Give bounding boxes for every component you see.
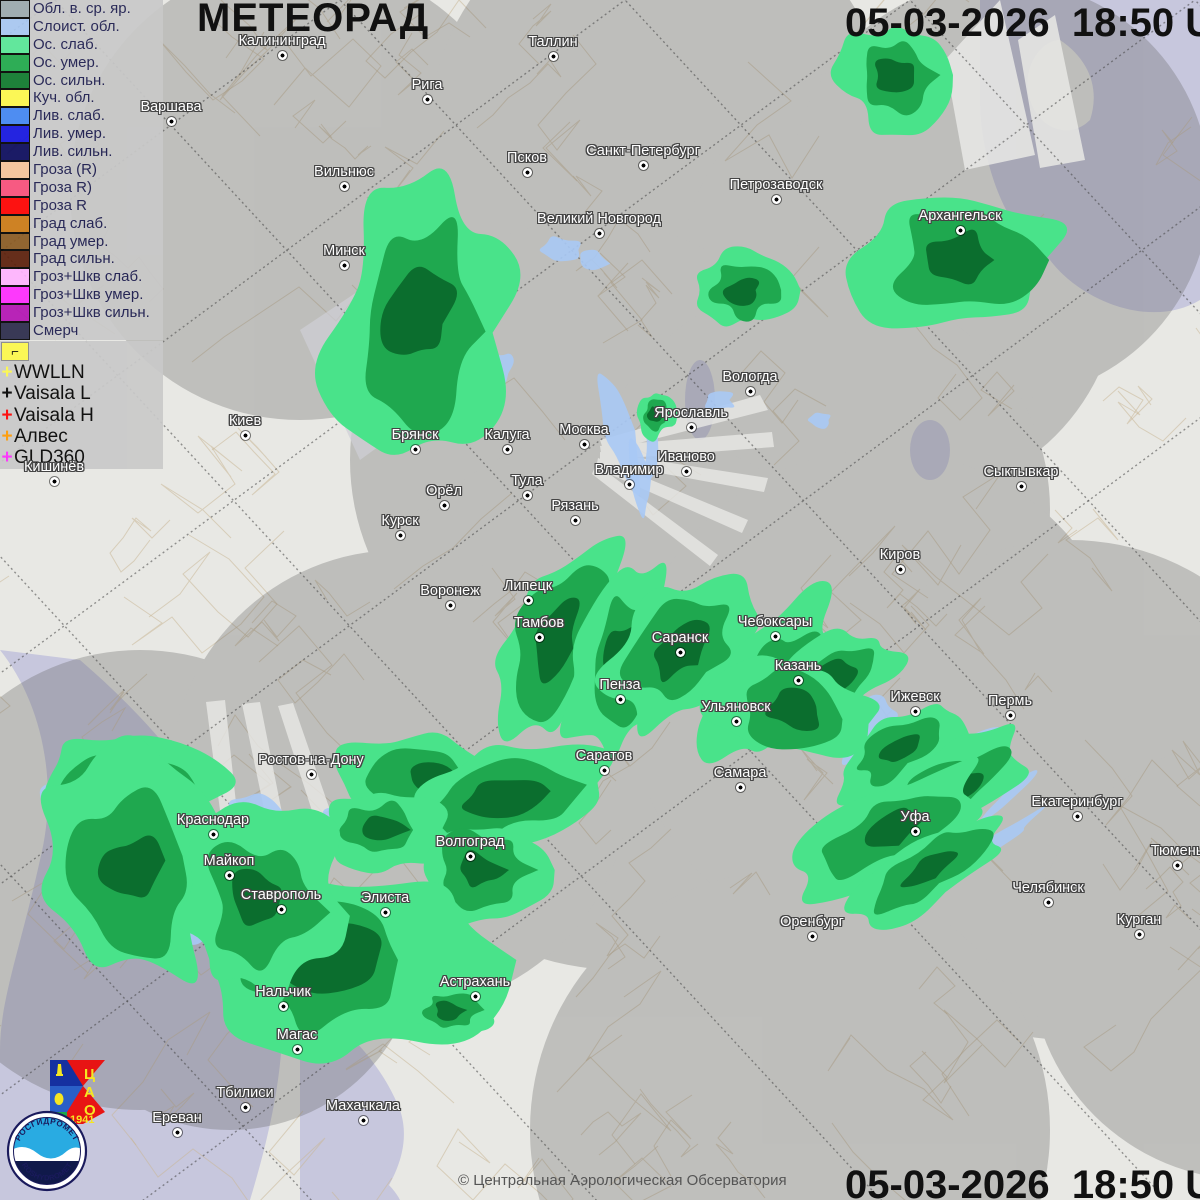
svg-text:Ц: Ц (84, 1066, 95, 1083)
svg-text:А: А (84, 1084, 95, 1101)
